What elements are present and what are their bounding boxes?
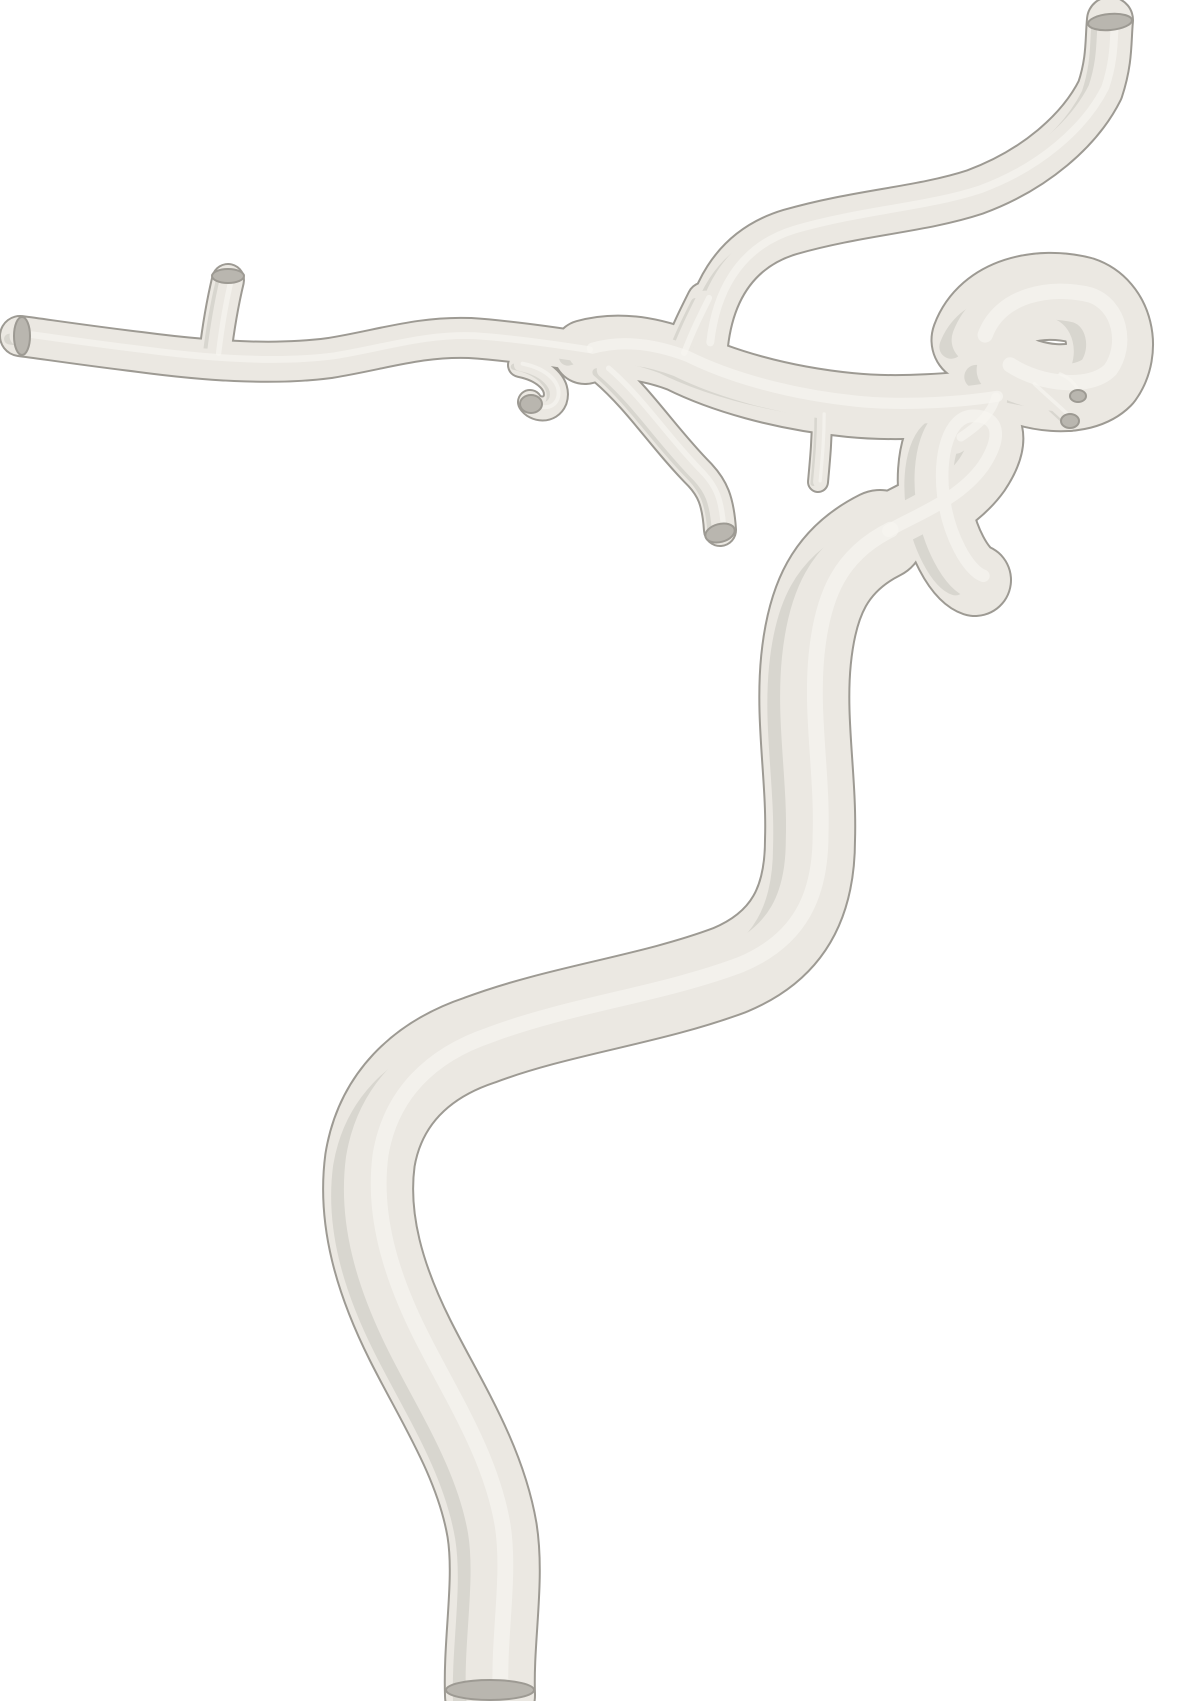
aca-small-branch-core [206,271,237,364]
open-end-left [13,316,31,356]
small-drop-highlight [818,412,826,483]
aca-branch-highlight [21,330,593,363]
small-drop-core [813,410,827,487]
open-end-top-right [1087,12,1133,32]
upper-branch-highlight [706,13,1120,347]
open-end-loop [519,394,543,414]
upper-branch-root-highlight [681,294,713,357]
main-trunk-highlight [370,521,899,1698]
lower-branch-core [596,361,729,539]
mca-trunk-highlight [586,338,1004,409]
siphon-loop-highlight [882,409,1003,583]
open-end-stub-1 [1069,389,1087,403]
open-end-small-branch [211,268,245,284]
open-end-stub-2 [1060,413,1080,429]
lower-branch-highlight [605,365,727,531]
aneurysm-dome-highlight [977,283,1128,391]
open-end-lower-branch [704,522,736,544]
open-end-bottom [445,1679,535,1701]
aca-small-branch-highlight [215,275,235,356]
vessel-model [0,0,1154,1701]
